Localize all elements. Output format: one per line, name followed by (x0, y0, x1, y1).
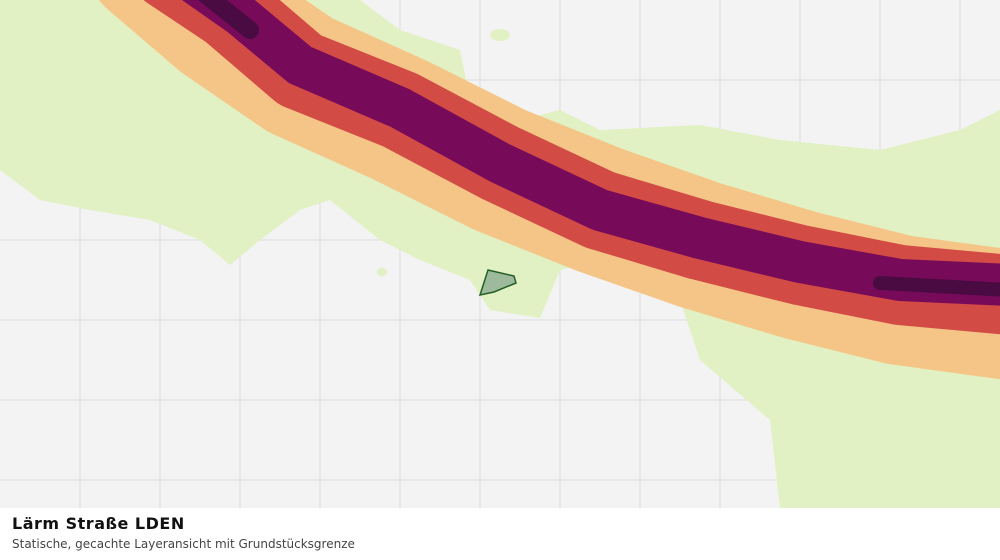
map-title: Lärm Straße LDEN (12, 514, 185, 533)
parcel-boundary (478, 269, 517, 297)
noise-bands (99, 0, 1000, 380)
caption-bar: Lärm Straße LDEN Statische, gecachte Lay… (0, 508, 1000, 560)
map (0, 0, 1000, 508)
map-subtitle: Statische, gecachte Layeransicht mit Gru… (12, 537, 355, 551)
noise-zone-low (0, 0, 1000, 508)
